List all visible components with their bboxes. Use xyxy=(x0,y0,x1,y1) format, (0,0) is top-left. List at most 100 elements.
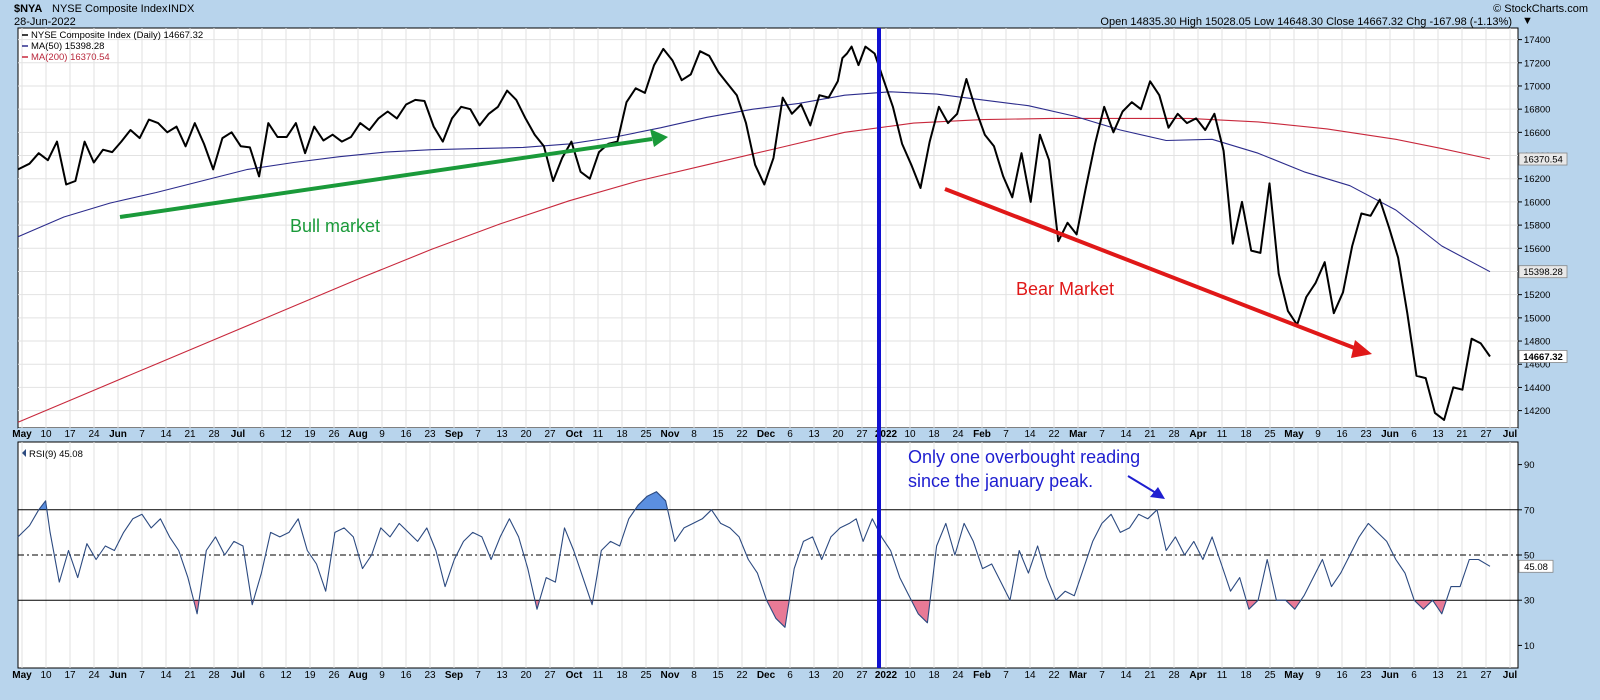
x-axis-label: Jun xyxy=(109,429,127,440)
x-axis-label: 10 xyxy=(40,429,52,440)
x-axis-label: 21 xyxy=(1456,670,1468,681)
x-axis-label: Apr xyxy=(1189,670,1206,681)
x-axis-label: 14 xyxy=(1120,429,1132,440)
x-axis-label: 10 xyxy=(40,670,52,681)
bear-trend-arrow xyxy=(944,187,1358,351)
rsi-last-value-box xyxy=(1518,559,1554,573)
last-value-label: 16370.54 xyxy=(1523,155,1563,166)
last-value-box xyxy=(1518,350,1568,363)
x-axis-label: Oct xyxy=(566,670,583,681)
x-axis-label: 18 xyxy=(1240,429,1252,440)
x-axis-label: 6 xyxy=(787,670,793,681)
x-axis-label: 23 xyxy=(424,429,436,440)
x-axis-label: Dec xyxy=(757,429,776,440)
rsi-y-tick-label: 70 xyxy=(1524,505,1535,516)
x-axis-label: Jul xyxy=(1503,429,1518,440)
x-axis-label: 18 xyxy=(616,429,628,440)
ohlc-readout: Open 14835.30 High 15028.05 Low 14648.30… xyxy=(1100,16,1512,28)
price-y-tick-label: 17400 xyxy=(1524,35,1550,46)
price-panel xyxy=(17,27,1519,429)
x-axis-label: 22 xyxy=(1048,429,1060,440)
x-axis-label: 14 xyxy=(160,429,172,440)
x-axis-label: May xyxy=(1284,670,1304,681)
x-axis-label: Nov xyxy=(661,670,680,681)
price-y-tick-label: 14200 xyxy=(1524,406,1550,417)
x-axis-label: 13 xyxy=(496,670,508,681)
x-axis-label: 6 xyxy=(787,429,793,440)
x-axis-label: 20 xyxy=(520,670,532,681)
x-axis-label: 6 xyxy=(259,429,265,440)
price-y-tick-label: 14800 xyxy=(1524,337,1550,348)
x-axis-label: 23 xyxy=(424,670,436,681)
legend-ma50: MA(50) 15398.28 xyxy=(31,41,104,52)
x-axis-label: 7 xyxy=(1099,670,1105,681)
x-axis-label: 22 xyxy=(1048,670,1060,681)
x-axis-label: 14 xyxy=(1024,670,1036,681)
rsi-oversold-fill xyxy=(1414,600,1433,610)
rsi-last-values: 45.08 xyxy=(1518,559,1554,573)
rsi-overbought-fill xyxy=(635,491,668,510)
x-axis-label: 18 xyxy=(1240,670,1252,681)
x-axis-label: May xyxy=(12,670,32,681)
bull-market-label: Bull market xyxy=(290,216,380,236)
x-axis-label: 21 xyxy=(1144,429,1156,440)
x-axis-band-bottom xyxy=(18,669,1518,681)
x-axis-label: 7 xyxy=(1003,670,1009,681)
x-axis-label: Mar xyxy=(1069,670,1087,681)
x-axis-label: 7 xyxy=(139,670,145,681)
x-axis-label: 20 xyxy=(832,670,844,681)
rsi-y-tick-label: 10 xyxy=(1524,641,1535,652)
x-axis-top: May 10 17 24 Jun 7 14 21 28 Jul 6 12 19 26 Aug 9 16 23 Sep… xyxy=(12,429,1517,440)
x-axis-label: 25 xyxy=(640,670,652,681)
rsi-marker-icon xyxy=(22,449,26,457)
x-axis-label: 11 xyxy=(593,670,604,681)
price-y-tick-label: 16200 xyxy=(1524,174,1550,185)
last-value-box xyxy=(1518,265,1568,279)
x-axis-label: 27 xyxy=(544,670,556,681)
last-value-label: 15398.28 xyxy=(1523,267,1563,278)
x-axis-label: 16 xyxy=(400,670,412,681)
ma50-line xyxy=(17,91,1491,273)
price-y-tick-label: 15000 xyxy=(1524,313,1550,324)
x-axis-label: 28 xyxy=(208,429,220,440)
x-axis-label: 7 xyxy=(139,429,145,440)
x-axis-label: 25 xyxy=(1264,670,1276,681)
x-axis-label: 11 xyxy=(1217,429,1228,440)
price-line xyxy=(17,45,1491,421)
rsi-y-tick-label: 30 xyxy=(1524,596,1535,607)
rsi-y-tick-label: 50 xyxy=(1524,551,1535,562)
x-axis-label: Jul xyxy=(231,670,246,681)
last-value-label: 14667.32 xyxy=(1523,352,1563,363)
x-axis-label: Nov xyxy=(661,429,680,440)
price-y-tick-label: 14400 xyxy=(1524,383,1550,394)
x-axis-label: Dec xyxy=(757,670,776,681)
x-axis-label: 16 xyxy=(1336,429,1348,440)
x-axis-label: May xyxy=(12,429,32,440)
x-axis-label: 9 xyxy=(379,670,385,681)
x-axis-label: 9 xyxy=(379,429,385,440)
note-arrowhead-icon xyxy=(1150,487,1165,499)
x-axis-label: 24 xyxy=(88,670,100,681)
chg-down-arrow-icon: ▼ xyxy=(1522,15,1533,27)
price-y-tick-label: 17200 xyxy=(1524,58,1550,69)
x-axis-label: 7 xyxy=(475,670,481,681)
note-arrow xyxy=(1127,475,1157,494)
price-y-tick-label: 15600 xyxy=(1524,244,1550,255)
x-axis-label: 15 xyxy=(712,670,724,681)
x-axis-label: Oct xyxy=(566,429,583,440)
x-axis-label: May xyxy=(1284,429,1304,440)
x-axis-label: 22 xyxy=(736,670,748,681)
rsi-oversold-fill xyxy=(911,600,931,623)
price-last-values: 16370.54 15398.28 14667.32 xyxy=(1518,152,1568,363)
x-axis-label: 19 xyxy=(304,670,316,681)
bear-arrowhead-icon xyxy=(1351,340,1372,358)
x-axis-label: 20 xyxy=(832,429,844,440)
x-axis-label: 12 xyxy=(280,670,292,681)
x-axis-label: Sep xyxy=(445,670,463,681)
x-axis-label: 2022 xyxy=(875,429,898,440)
x-axis-label: 27 xyxy=(856,429,868,440)
x-axis-label: 18 xyxy=(616,670,628,681)
x-axis-label: Sep xyxy=(445,429,463,440)
x-axis-label: 13 xyxy=(808,429,820,440)
x-axis-label: 7 xyxy=(1003,429,1009,440)
